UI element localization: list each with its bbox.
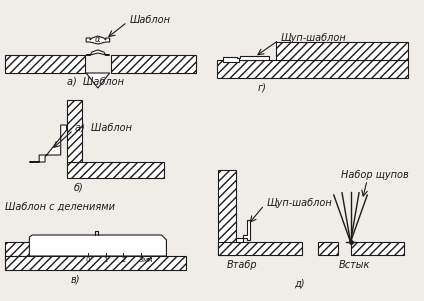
Polygon shape: [223, 57, 239, 62]
Polygon shape: [237, 56, 269, 60]
Text: мм: мм: [142, 257, 153, 263]
Polygon shape: [29, 125, 67, 162]
Text: Шаблон: Шаблон: [130, 15, 171, 25]
Text: а)  Шаблон: а) Шаблон: [67, 77, 123, 87]
Bar: [318, 242, 338, 255]
Bar: [218, 170, 236, 255]
Text: 3: 3: [139, 257, 143, 263]
Bar: [67, 162, 165, 178]
Bar: [5, 256, 186, 270]
Text: Шаблон с делениями: Шаблон с делениями: [5, 202, 115, 212]
Text: α: α: [95, 36, 100, 45]
Bar: [218, 242, 301, 255]
Text: Набор щупов: Набор щупов: [341, 170, 408, 180]
Text: д): д): [294, 278, 304, 288]
Polygon shape: [243, 220, 250, 240]
Polygon shape: [86, 50, 110, 55]
Polygon shape: [86, 36, 110, 44]
Bar: [218, 60, 408, 78]
Text: 2: 2: [121, 257, 126, 263]
Bar: [67, 100, 82, 168]
Text: а)  Шаблон: а) Шаблон: [75, 123, 132, 133]
Polygon shape: [29, 235, 167, 256]
Polygon shape: [236, 238, 243, 242]
Text: в): в): [70, 275, 80, 285]
Text: Щуп-шаблон: Щуп-шаблон: [281, 33, 347, 43]
Text: 1: 1: [103, 257, 108, 263]
Bar: [351, 242, 404, 255]
Text: Щуп-шаблон: Щуп-шаблон: [266, 198, 332, 208]
Bar: [5, 55, 85, 73]
Bar: [5, 242, 34, 256]
Text: 0: 0: [86, 257, 90, 263]
Text: г): г): [257, 83, 266, 93]
Text: Встык: Встык: [339, 260, 370, 270]
Text: Втабр: Втабр: [227, 260, 258, 270]
Text: б): б): [73, 183, 83, 193]
Bar: [276, 42, 408, 60]
Polygon shape: [86, 73, 110, 88]
Bar: [111, 55, 196, 73]
